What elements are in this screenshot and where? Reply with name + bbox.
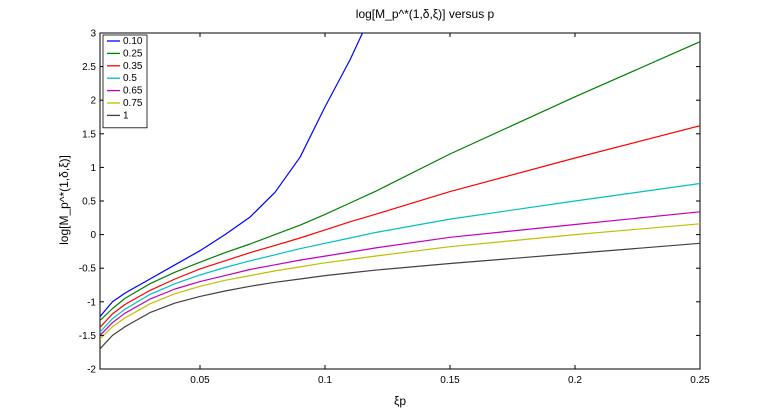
y-tick-label: -2 xyxy=(87,365,96,376)
y-tick-label: -0.5 xyxy=(79,264,97,275)
x-axis-label: ξp xyxy=(394,394,406,408)
x-tick-label: 0.2 xyxy=(568,375,582,386)
y-tick-label: -1 xyxy=(87,297,96,308)
legend-label: 0.25 xyxy=(123,48,143,59)
legend-box xyxy=(102,34,148,129)
y-tick-label: 0 xyxy=(90,230,96,241)
y-tick-label: 2.5 xyxy=(82,62,96,73)
y-tick-label: 2 xyxy=(90,96,96,107)
legend-label: 0.5 xyxy=(123,73,137,84)
legend-label: 0.65 xyxy=(123,86,143,97)
series-line-0-65 xyxy=(100,211,700,336)
y-tick-label: 0.5 xyxy=(82,197,96,208)
x-tick-label: 0.25 xyxy=(690,375,710,386)
y-axis-label: log[M_p^*(1,δ,ξ)] xyxy=(57,155,71,245)
legend: 0.100.25 0.350.5 0.650.751 xyxy=(102,34,148,129)
x-tick-label: 0.15 xyxy=(440,375,460,386)
y-tick-label: 1 xyxy=(90,163,96,174)
series-line-0-10 xyxy=(100,33,364,317)
chart-title: log[M_p^*(1,δ,ξ)] versus p xyxy=(356,7,495,21)
x-axis: 0.05 0.1 0.15 0.2 0.25 xyxy=(190,33,710,386)
x-tick-label: 0.05 xyxy=(190,375,210,386)
y-tick-label: 1.5 xyxy=(82,129,96,140)
plot-lines xyxy=(100,33,700,350)
legend-label: 0.10 xyxy=(123,36,143,47)
y-tick-label: 3 xyxy=(90,29,96,40)
legend-label: 1 xyxy=(123,110,129,121)
series-line-0-5 xyxy=(100,182,700,333)
y-tick-label: -1.5 xyxy=(79,331,97,342)
legend-label: 0.35 xyxy=(123,61,143,72)
series-line-0-25 xyxy=(100,41,700,322)
series-line-0-75 xyxy=(100,223,700,340)
plot-frame xyxy=(99,32,701,370)
legend-label: 0.75 xyxy=(123,98,143,109)
x-tick-label: 0.1 xyxy=(318,375,332,386)
y-axis: -2 -1.5 -1 -0.5 0 0.5 1 1.5 2 2.5 3 xyxy=(79,29,700,376)
series-line-0-35 xyxy=(100,125,700,328)
series-line-1 xyxy=(100,242,700,350)
